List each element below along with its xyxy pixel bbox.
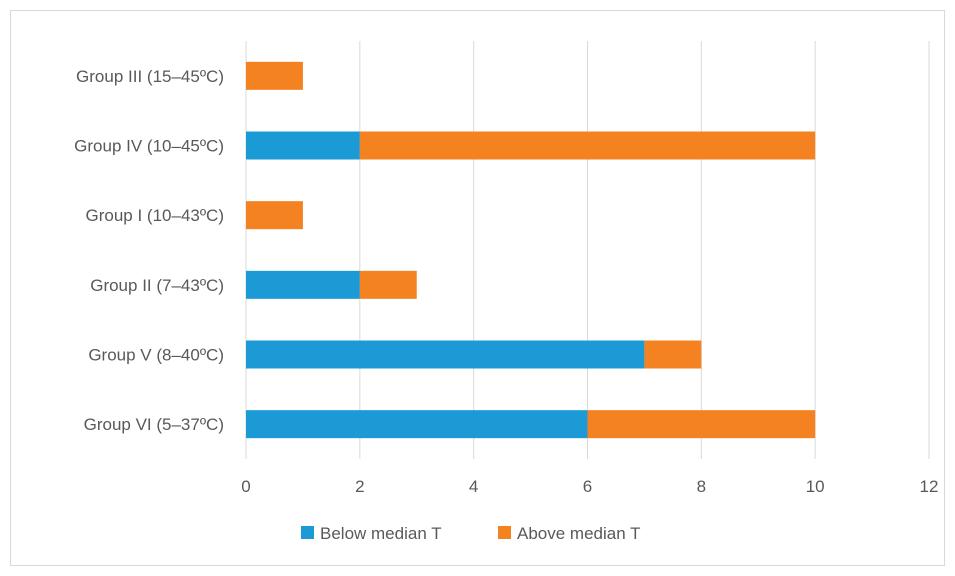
gridlines <box>245 41 930 459</box>
legend-label-below: Below median T <box>320 524 442 543</box>
category-label: Group II (7–43ºC) <box>90 276 224 295</box>
category-label: Group III (15–45ºC) <box>76 67 224 86</box>
x-tick-label: 10 <box>806 477 825 496</box>
bar-above-1 <box>359 131 816 160</box>
stacked-bar-chart: Group III (15–45ºC) Group IV (10–45ºC) Gro… <box>74 41 938 543</box>
legend-swatch-above <box>498 526 511 539</box>
category-label: Group I (10–43ºC) <box>86 206 225 225</box>
category-label: Group VI (5–37ºC) <box>84 415 224 434</box>
bar-below-1 <box>246 131 360 160</box>
bar-above-3 <box>359 270 417 299</box>
bar-below-3 <box>246 270 360 299</box>
legend-swatch-below <box>301 526 314 539</box>
x-tick-label: 12 <box>920 477 939 496</box>
bar-below-4 <box>246 340 645 369</box>
bars <box>246 61 816 439</box>
x-tick-label: 0 <box>241 477 250 496</box>
legend-label-above: Above median T <box>517 524 640 543</box>
x-tick-label: 2 <box>355 477 364 496</box>
category-label: Group IV (10–45ºC) <box>74 137 224 156</box>
legend: Below median T Above median T <box>301 524 640 543</box>
x-tick-label: 6 <box>583 477 592 496</box>
bar-above-2 <box>246 201 303 230</box>
category-labels: Group III (15–45ºC) Group IV (10–45ºC) Gro… <box>74 67 224 434</box>
bar-above-0 <box>246 61 303 90</box>
bar-below-5 <box>246 410 588 439</box>
bar-above-4 <box>644 340 702 369</box>
x-tick-labels: 0 2 4 6 8 10 12 <box>241 477 938 496</box>
x-tick-label: 8 <box>697 477 706 496</box>
chart-frame: Group III (15–45ºC) Group IV (10–45ºC) Gro… <box>10 10 945 566</box>
x-tick-label: 4 <box>469 477 478 496</box>
bar-above-5 <box>587 410 816 439</box>
category-label: Group V (8–40ºC) <box>88 346 224 365</box>
